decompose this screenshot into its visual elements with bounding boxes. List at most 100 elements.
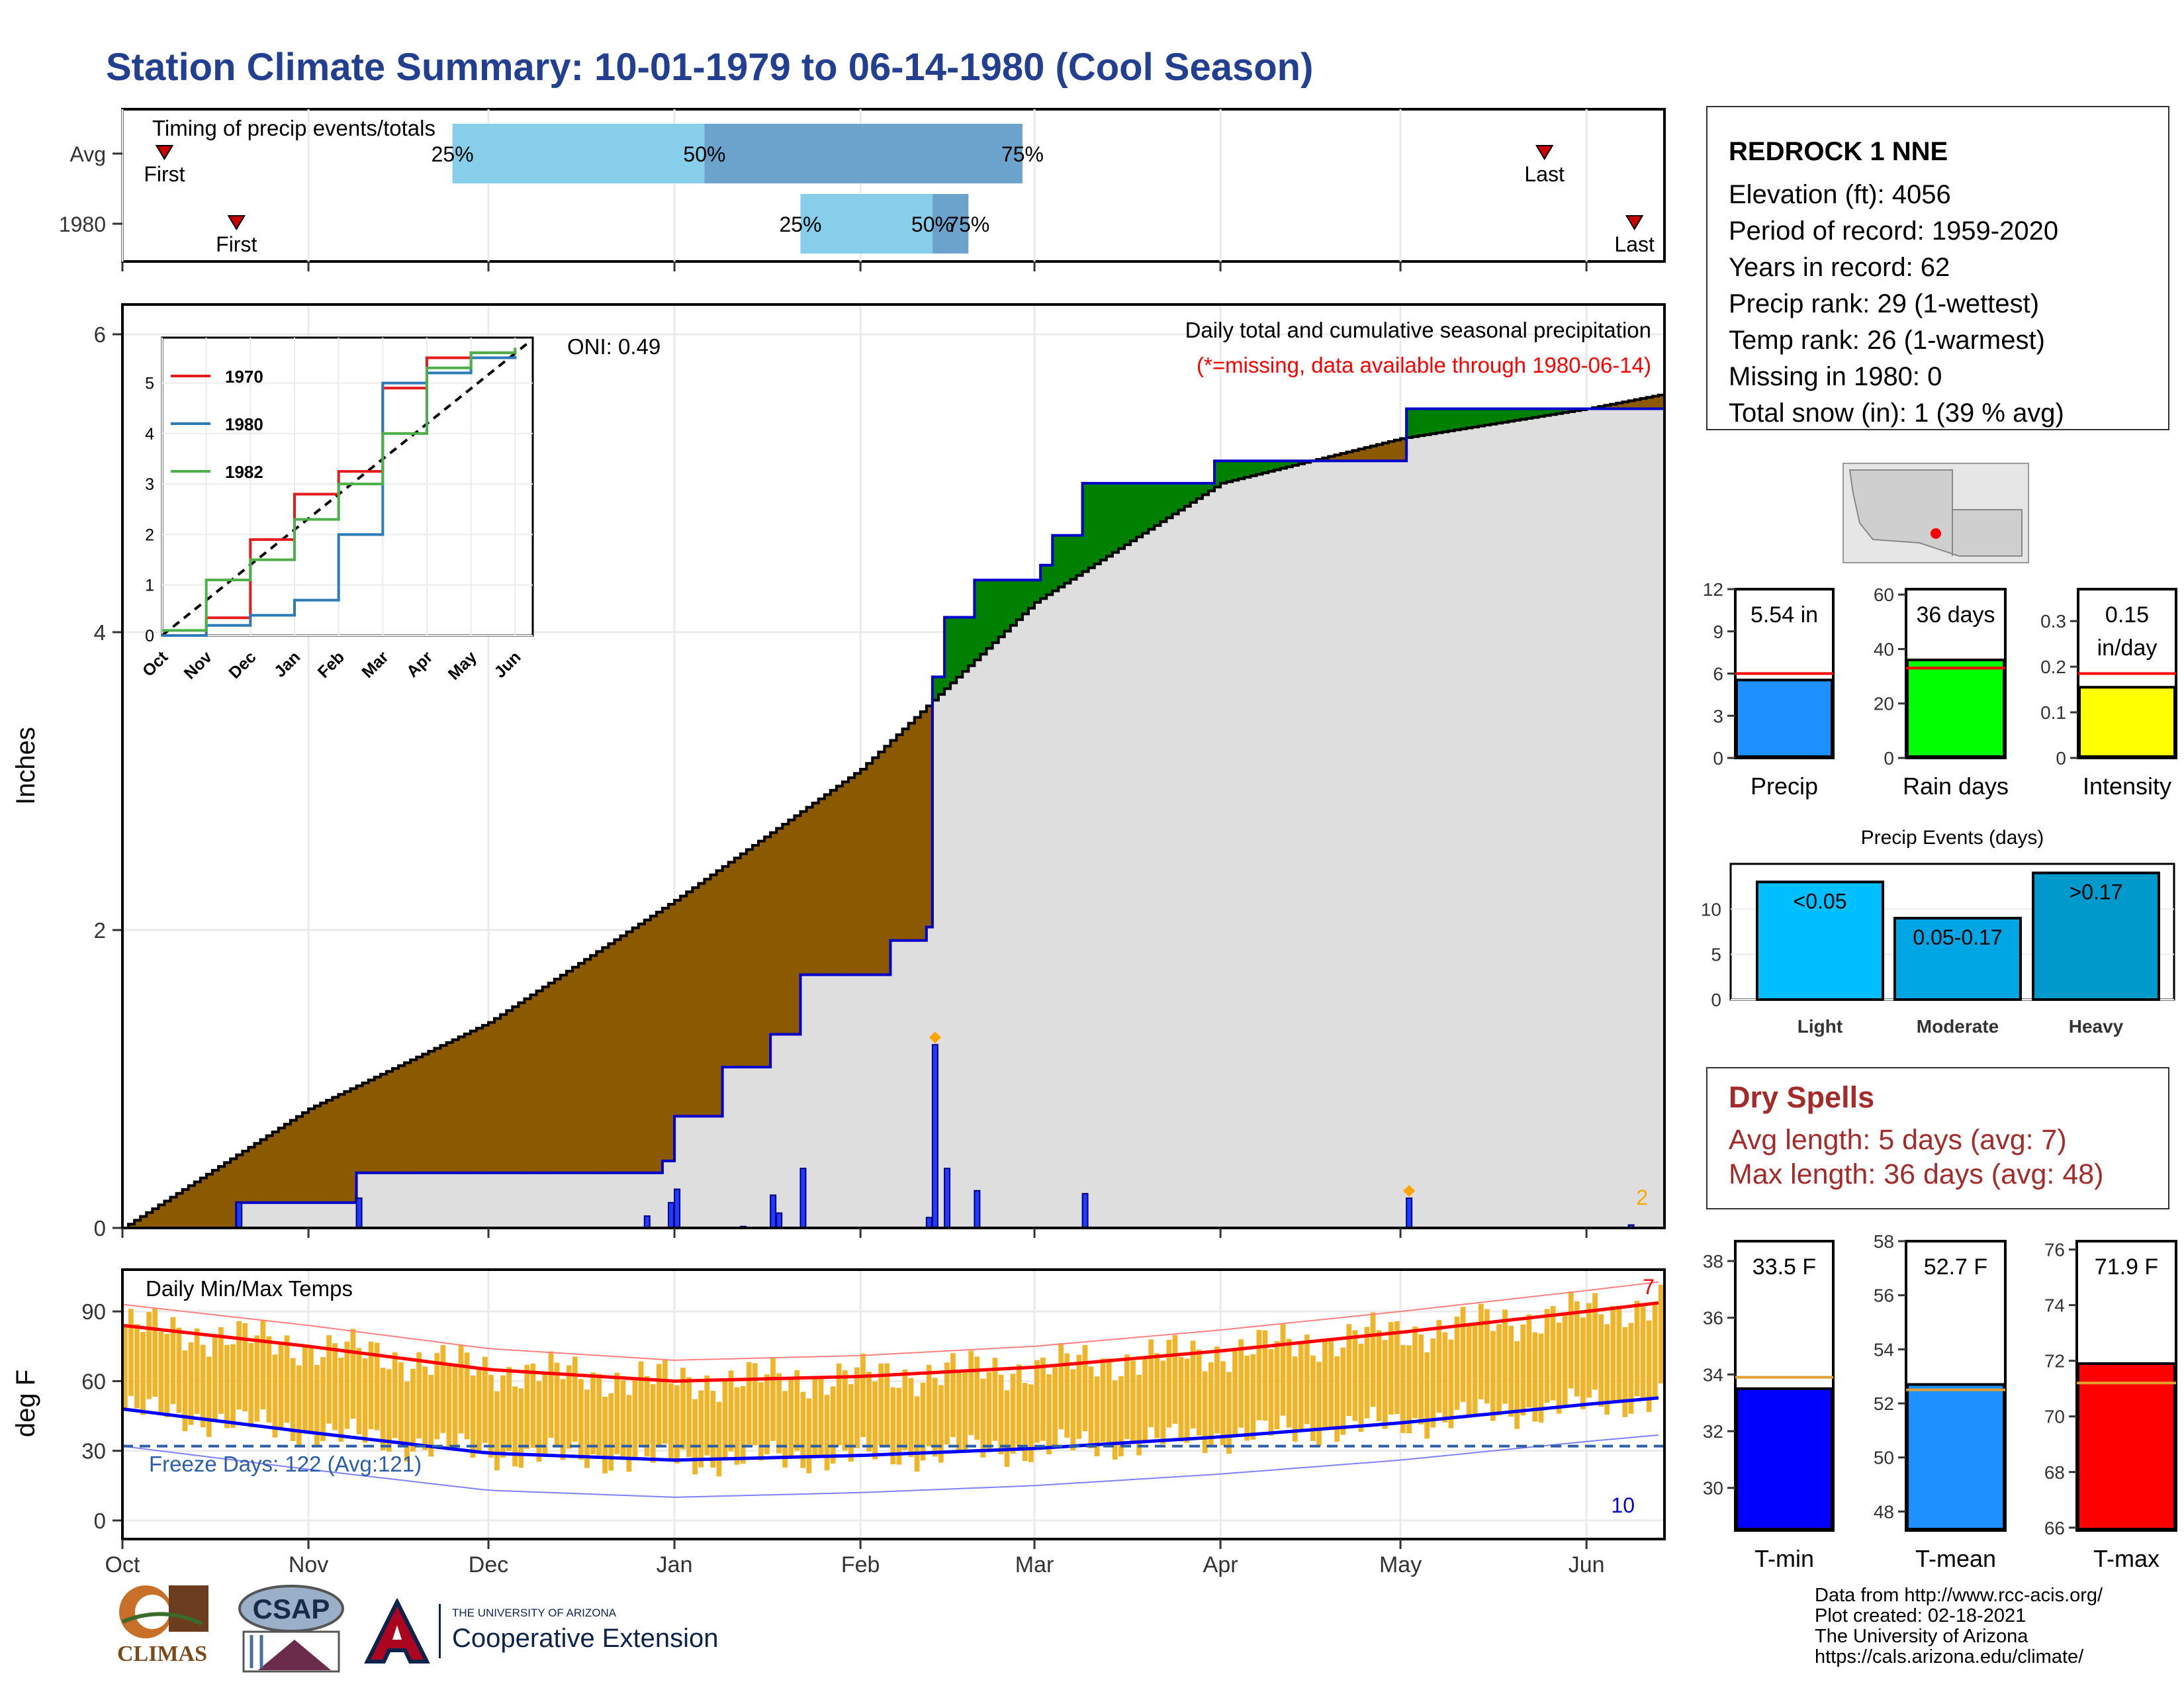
temp-daily-bar <box>1046 1374 1052 1454</box>
precip-deficit-area <box>698 883 705 1117</box>
precip-cumulative-area <box>1604 408 1611 1228</box>
precip-deficit-area <box>836 786 843 975</box>
precip-cumulative-area <box>1346 461 1353 1228</box>
temp-daily-bar <box>1598 1314 1604 1407</box>
temp-daily-bar <box>1022 1383 1028 1462</box>
ua-logo: THE UNIVERSITY OF ARIZONA Cooperative Ex… <box>361 1597 745 1665</box>
temp-daily-bar <box>698 1390 704 1468</box>
precip-cumulative-area <box>728 1067 735 1228</box>
summary-intensity-value-label: 0.15 <box>2105 602 2149 628</box>
precip-cumulative-area <box>998 637 1005 1228</box>
precip-cumulative-area <box>848 974 855 1228</box>
temp-daily-bar <box>962 1371 968 1452</box>
temp-bar-mean-ytick-label: 48 <box>1874 1501 1894 1522</box>
temp-daily-bar <box>158 1331 164 1416</box>
precip-surplus-area <box>1262 461 1269 473</box>
precip-deficit-area <box>386 1071 393 1173</box>
precip-cumulative-area <box>770 1034 777 1228</box>
precip-surplus-area <box>1130 483 1137 541</box>
precip-cumulative-area <box>476 1172 483 1228</box>
precip-events-ytick-label: 10 <box>1701 899 1721 919</box>
temp-daily-bar <box>458 1345 464 1434</box>
temp-corner-top: 7 <box>1643 1275 1655 1299</box>
temp-daily-bar <box>224 1344 230 1429</box>
precip-cumulative-area <box>1544 415 1551 1228</box>
precip-cumulative-area <box>824 974 831 1228</box>
timing-marker <box>1535 145 1554 160</box>
temp-daily-bar <box>1460 1307 1466 1402</box>
precip-surplus-area <box>1514 408 1521 420</box>
precip-cumulative-area <box>1340 461 1347 1228</box>
precip-deficit-area <box>518 1002 525 1173</box>
precip-cumulative-area <box>932 700 939 1228</box>
temp-daily-bar <box>1226 1372 1232 1454</box>
precip-cumulative-area <box>986 648 993 1228</box>
temp-daily-bar <box>734 1387 740 1465</box>
temp-bar-max-ytick-label: 76 <box>2044 1240 2065 1260</box>
precip-deficit-area <box>1634 399 1641 409</box>
precip-deficit-area <box>530 994 537 1173</box>
precip-cumulative-area <box>1322 461 1329 1228</box>
precip-deficit-area <box>632 927 639 1173</box>
temp-daily-bar <box>1088 1366 1094 1448</box>
precip-deficit-area <box>1610 404 1617 409</box>
precip-cumulative-area <box>632 1172 639 1228</box>
precip-cumulative-area <box>488 1172 495 1228</box>
temp-daily-bar <box>860 1353 866 1437</box>
inset-ytick-label: 5 <box>145 375 154 393</box>
temp-daily-bar <box>1358 1343 1364 1432</box>
timing-row-label: 1980 <box>59 212 106 236</box>
precip-cumulative-area <box>584 1172 591 1228</box>
precip-cumulative-area <box>1628 408 1635 1228</box>
precip-surplus-area <box>1460 408 1467 429</box>
precip-deficit-area <box>1376 444 1383 461</box>
temp-daily-bar <box>596 1374 602 1456</box>
precip-cumulative-area <box>560 1172 567 1228</box>
precip-cumulative-area <box>872 974 879 1228</box>
x-axis-month-label: Jun <box>1569 1552 1605 1577</box>
precip-daily-bar <box>355 1197 363 1229</box>
temp-daily-bar <box>488 1375 494 1458</box>
precip-panel: 0 2 4 6 Daily total and cumulative seasonal … <box>11 303 1666 1241</box>
temp-daily-bar <box>1316 1362 1322 1446</box>
inset-legend-label: 1980 <box>225 414 263 434</box>
temp-bar-max-ytick-label: 72 <box>2044 1351 2065 1372</box>
temp-daily-bar <box>1304 1335 1310 1425</box>
precip-cumulative-area <box>1256 474 1263 1228</box>
temp-daily-bar <box>338 1358 344 1442</box>
precip-cumulative-area <box>1382 461 1389 1228</box>
precip-cumulative-area <box>494 1172 501 1228</box>
temp-daily-bar <box>674 1385 680 1464</box>
temp-bar-mean-ytick-label: 56 <box>1874 1286 1894 1306</box>
freeze-days-label: Freeze Days: 122 (Avg:121) <box>149 1452 422 1476</box>
precip-cumulative-area <box>242 1202 249 1228</box>
precip-cumulative-area <box>1136 537 1143 1229</box>
temp-daily-bar <box>1568 1291 1574 1389</box>
precip-cumulative-area <box>1142 533 1149 1228</box>
temp-daily-bar <box>914 1396 920 1472</box>
precip-surplus-area <box>1118 483 1125 549</box>
precip-deficit-area <box>344 1091 351 1203</box>
precip-deficit-area <box>236 1154 243 1203</box>
precip-deficit-area <box>242 1150 249 1203</box>
precip-deficit-area <box>800 811 807 975</box>
precip-deficit-area <box>206 1174 213 1228</box>
precip-deficit-area <box>212 1170 219 1228</box>
temp-daily-bar <box>1646 1320 1652 1412</box>
precip-deficit-area <box>890 740 897 941</box>
temp-daily-bar <box>578 1379 584 1460</box>
precip-surplus-area <box>1496 408 1503 424</box>
temp-daily-bar <box>800 1391 806 1468</box>
summary-precip-category-label: Precip <box>1751 773 1818 800</box>
temp-daily-bar <box>590 1372 596 1454</box>
temp-daily-bar <box>1496 1324 1502 1416</box>
precip-cumulative-area <box>1352 461 1359 1228</box>
station-snow: Total snow (in): 1 (39 % avg) <box>1729 399 2064 428</box>
precip-cumulative-area <box>902 940 909 1228</box>
precip-surplus-area <box>1490 408 1497 424</box>
temp-daily-bar <box>716 1401 722 1477</box>
temp-daily-bar <box>1040 1357 1046 1441</box>
precip-surplus-area <box>944 617 951 689</box>
temp-daily-bar <box>1136 1374 1142 1456</box>
temp-bar-mean-value-label: 52.7 F <box>1924 1254 1987 1280</box>
